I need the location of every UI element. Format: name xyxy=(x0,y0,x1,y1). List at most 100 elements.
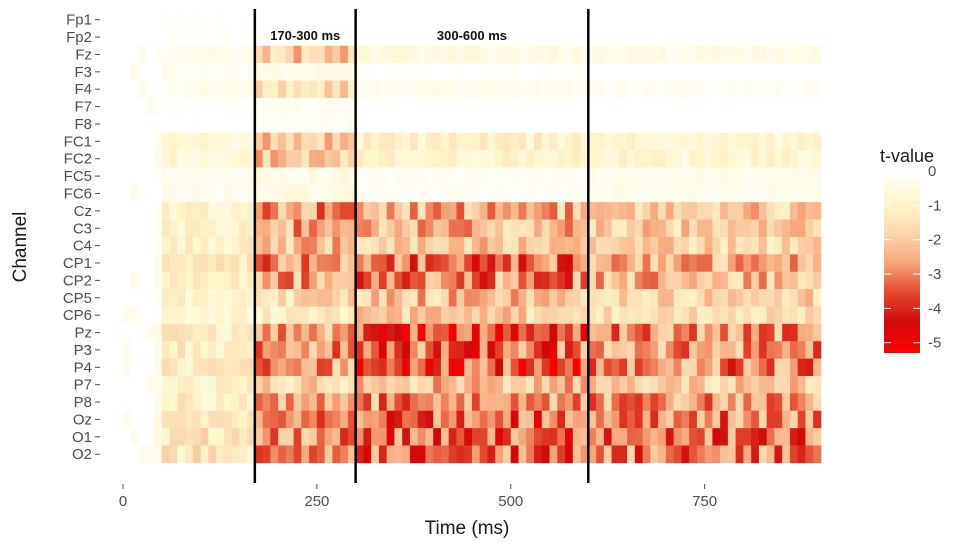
heatmap-cell xyxy=(510,28,519,47)
heatmap-cell xyxy=(208,254,217,272)
heatmap-cell xyxy=(580,167,589,186)
heatmap-cell xyxy=(154,167,163,186)
heatmap-cell xyxy=(161,97,170,116)
heatmap-cell xyxy=(596,184,605,203)
heatmap-cell xyxy=(425,184,434,203)
heatmap-cell xyxy=(371,271,380,290)
y-tick-label: F7 xyxy=(74,99,92,116)
heatmap-cell xyxy=(239,45,248,64)
heatmap-cell xyxy=(642,28,651,47)
heatmap-cell xyxy=(247,80,256,99)
heatmap-cell xyxy=(192,428,201,446)
heatmap-cell xyxy=(146,375,155,394)
heatmap-cell xyxy=(169,306,178,325)
heatmap-cell xyxy=(285,219,295,238)
heatmap-cell xyxy=(503,323,512,342)
heatmap-cell xyxy=(278,271,287,290)
heatmap-cell xyxy=(588,97,597,116)
heatmap-cell xyxy=(417,375,426,394)
heatmap-cell xyxy=(216,445,225,464)
heatmap-cell xyxy=(720,271,729,290)
heatmap-cell xyxy=(448,115,457,133)
heatmap-cell xyxy=(386,63,395,81)
heatmap-cell xyxy=(766,410,775,429)
heatmap-cell xyxy=(402,428,411,446)
heatmap-cell xyxy=(316,97,326,116)
heatmap-cell xyxy=(386,132,395,151)
heatmap-cell xyxy=(154,150,163,168)
heatmap-cell xyxy=(673,445,682,464)
heatmap-cell xyxy=(169,271,178,290)
heatmap-cell xyxy=(301,271,310,290)
heatmap-cell xyxy=(720,306,729,325)
heatmap-cell xyxy=(208,323,217,342)
heatmap-cell xyxy=(270,289,279,307)
heatmap-cell xyxy=(572,323,581,342)
heatmap-cell xyxy=(301,150,310,168)
heatmap-cell xyxy=(813,289,822,307)
heatmap-cell xyxy=(696,358,706,377)
heatmap-cell xyxy=(177,63,186,81)
heatmap-cell xyxy=(394,80,403,99)
heatmap-cell xyxy=(394,167,403,186)
heatmap-cell xyxy=(743,289,752,307)
heatmap-cell xyxy=(185,150,194,168)
heatmap-cell xyxy=(394,28,403,47)
heatmap-cell xyxy=(433,150,442,168)
heatmap-cell xyxy=(347,445,357,464)
heatmap-cell xyxy=(262,271,271,290)
heatmap-cell xyxy=(417,11,426,29)
heatmap-cell xyxy=(487,428,496,446)
heatmap-cell xyxy=(704,306,713,325)
heatmap-cell xyxy=(448,375,457,394)
heatmap-cell xyxy=(177,115,186,133)
heatmap-cell xyxy=(130,115,139,133)
heatmap-cell xyxy=(696,97,706,116)
heatmap-cell xyxy=(766,445,775,464)
heatmap-cell xyxy=(495,341,504,359)
heatmap-cell xyxy=(588,150,597,168)
heatmap-cell xyxy=(239,80,248,99)
heatmap-cell xyxy=(665,167,674,186)
heatmap-cell xyxy=(409,236,419,255)
heatmap-cell xyxy=(223,63,232,81)
heatmap-cell xyxy=(231,410,240,429)
heatmap-cell xyxy=(363,202,372,220)
heatmap-cell xyxy=(479,202,488,220)
heatmap-cell xyxy=(371,45,380,64)
heatmap-cell xyxy=(324,63,333,81)
heatmap-cell xyxy=(588,11,597,29)
heatmap-cell xyxy=(619,341,628,359)
heatmap-cell xyxy=(720,45,729,64)
heatmap-cell xyxy=(727,80,737,99)
heatmap-cell xyxy=(177,11,186,29)
heatmap-cell xyxy=(658,271,667,290)
heatmap-cell xyxy=(347,132,357,151)
heatmap-cell xyxy=(332,63,341,81)
heatmap-cell xyxy=(394,11,403,29)
heatmap-cell xyxy=(565,306,574,325)
heatmap-cell xyxy=(425,11,434,29)
heatmap-cell xyxy=(324,236,333,255)
heatmap-cell xyxy=(650,11,659,29)
heatmap-cell xyxy=(634,271,643,290)
heatmap-cell xyxy=(549,132,558,151)
heatmap-cell xyxy=(797,428,806,446)
heatmap-cell xyxy=(448,202,457,220)
heatmap-cell xyxy=(681,236,690,255)
heatmap-cell xyxy=(440,393,450,412)
heatmap-cell xyxy=(611,393,620,412)
heatmap-cell xyxy=(696,254,706,272)
heatmap-cell xyxy=(293,97,302,116)
heatmap-cell xyxy=(456,445,465,464)
heatmap-cell xyxy=(154,202,163,220)
heatmap-cell xyxy=(634,323,643,342)
heatmap-cell xyxy=(355,271,364,290)
heatmap-cell xyxy=(619,11,628,29)
heatmap-cell xyxy=(727,115,737,133)
heatmap-cell xyxy=(138,410,147,429)
heatmap-cell xyxy=(526,306,535,325)
heatmap-cell xyxy=(518,28,527,47)
heatmap-cell xyxy=(154,410,163,429)
heatmap-cell xyxy=(526,410,535,429)
